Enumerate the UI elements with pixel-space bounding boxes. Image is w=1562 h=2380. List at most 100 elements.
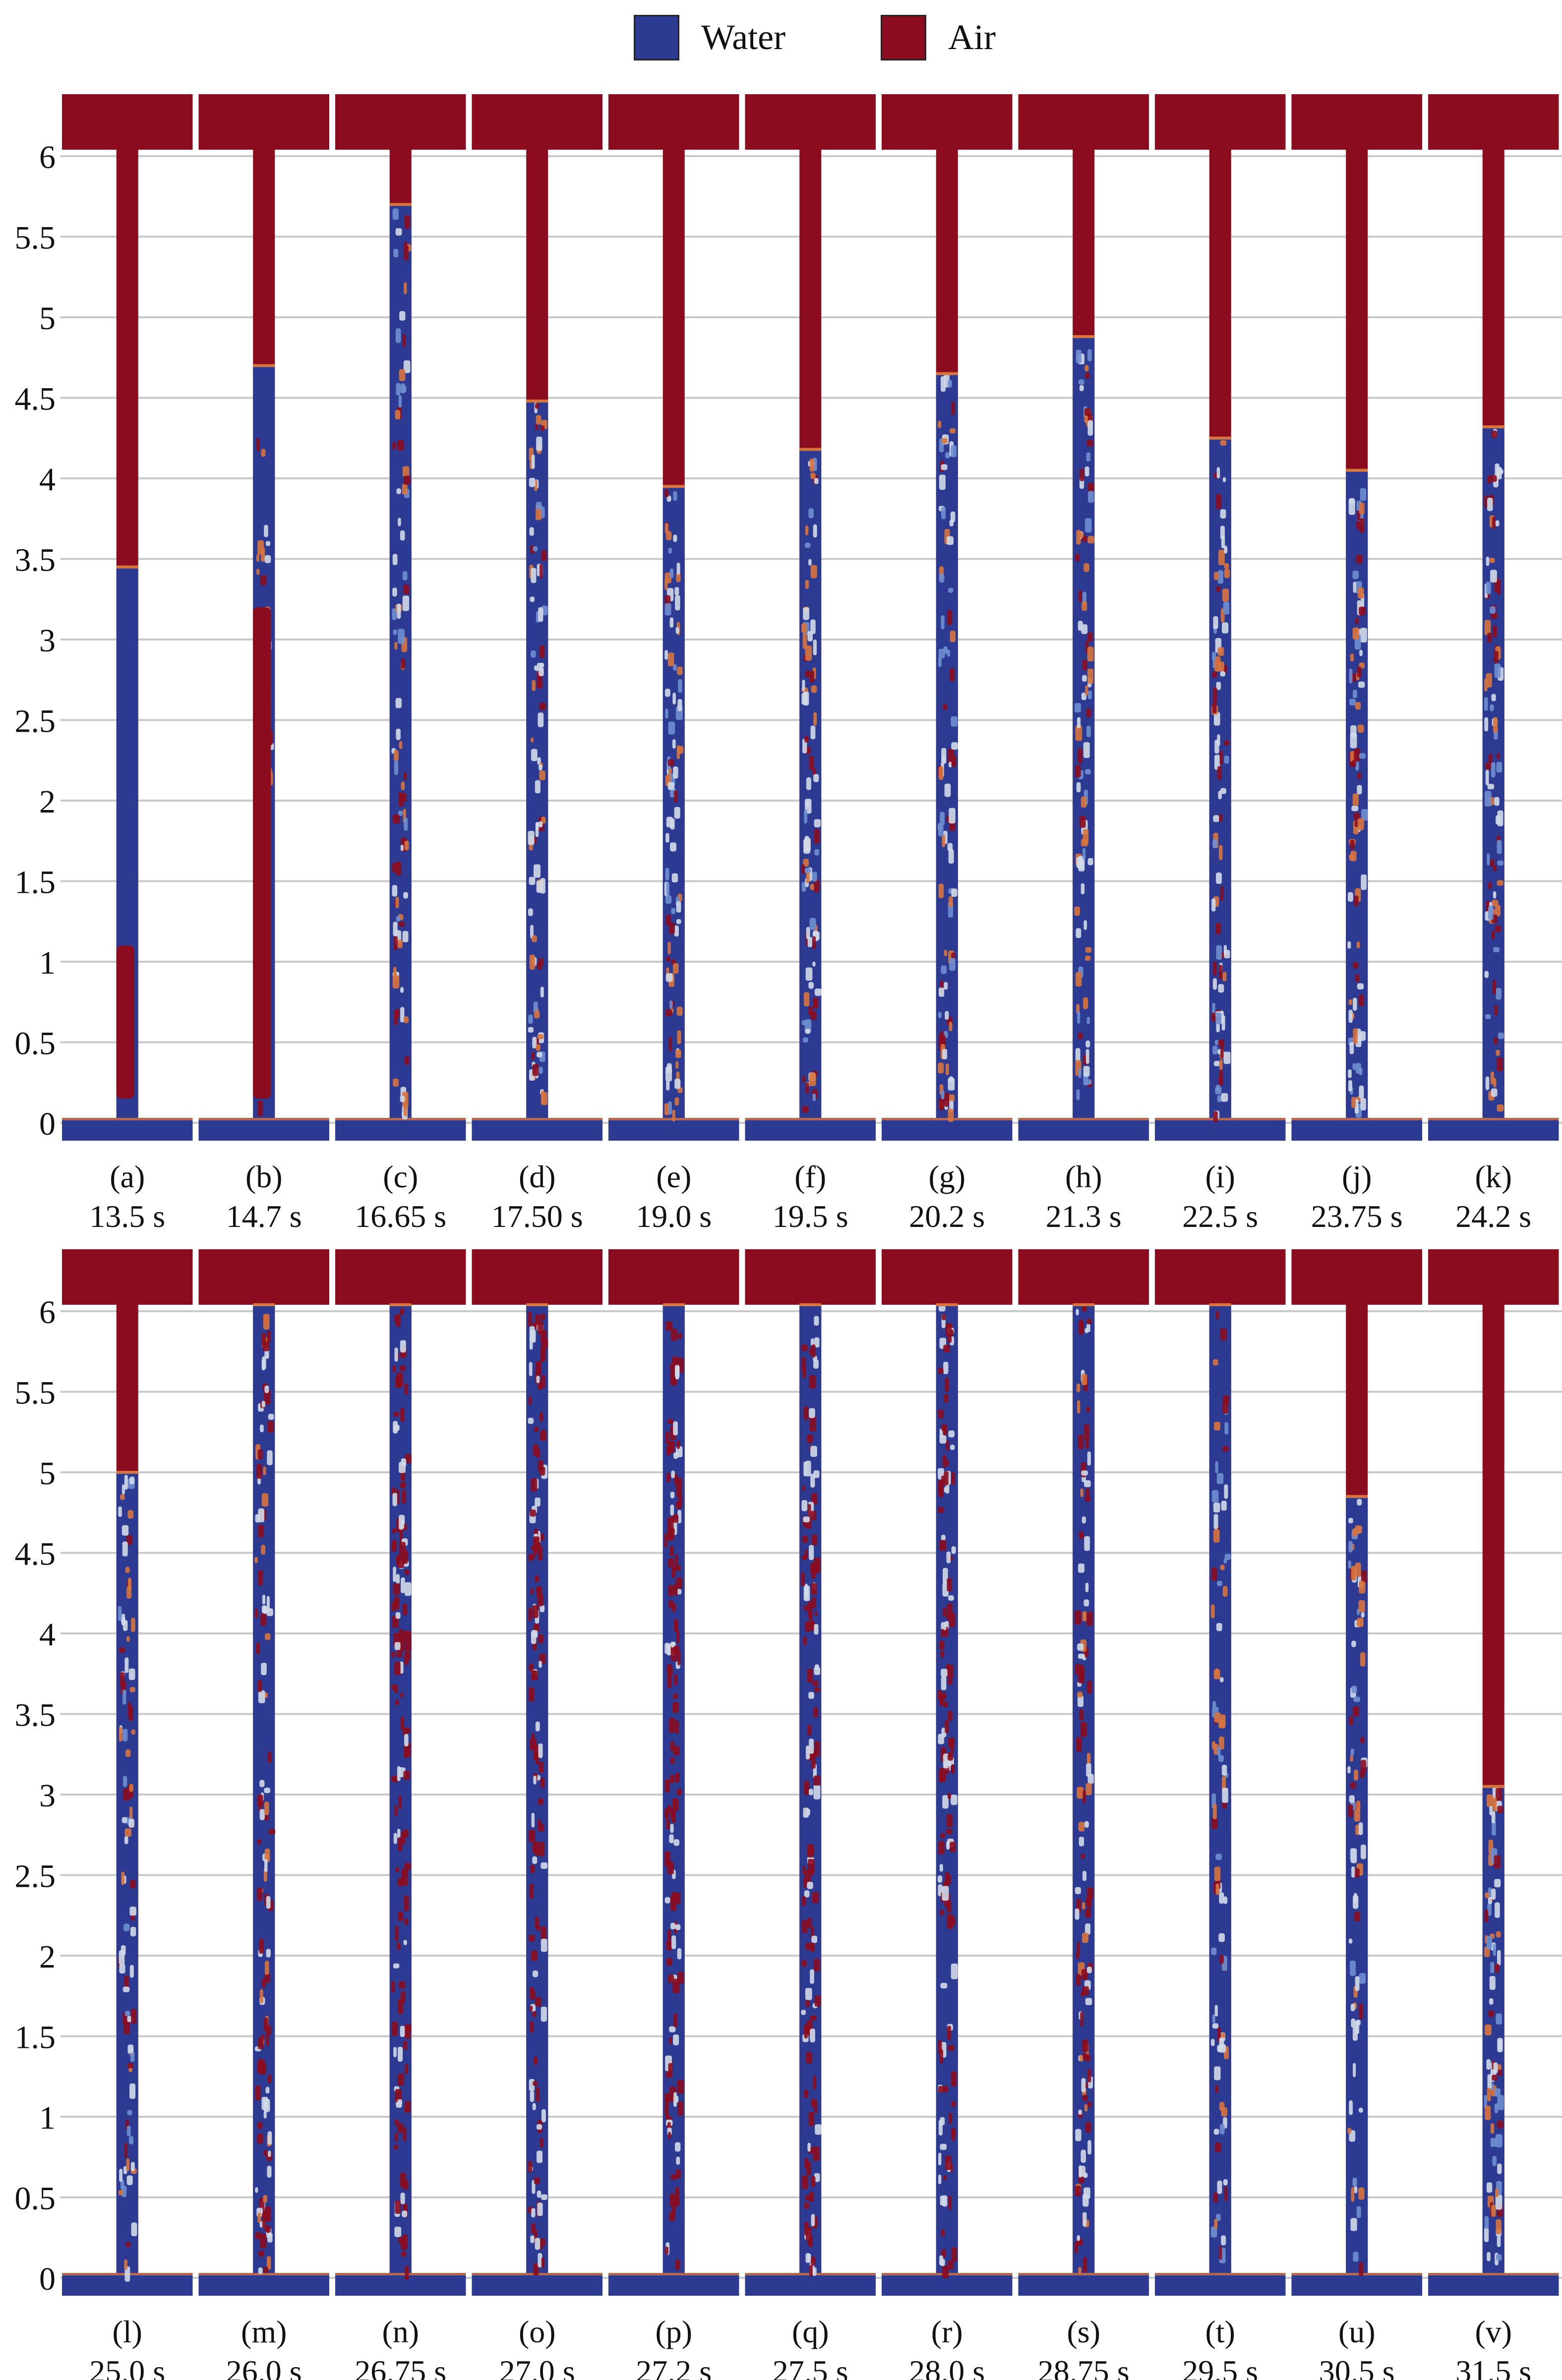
mixing-blob: [949, 958, 956, 971]
mixing-blob: [951, 888, 958, 897]
mixing-blob: [801, 864, 805, 874]
mixing-blob: [668, 1668, 673, 1676]
mixing-blob: [118, 1506, 122, 1517]
mixing-blob: [1081, 883, 1085, 895]
mixing-blob: [1087, 668, 1094, 684]
mixing-blob: [942, 1795, 949, 1809]
mixing-blob: [1086, 1319, 1092, 1325]
mixing-blob: [805, 670, 810, 678]
mixing-blob: [396, 383, 401, 396]
mixing-blob: [402, 930, 409, 942]
mixing-blob: [1360, 1844, 1366, 1859]
mixing-blob: [398, 518, 401, 526]
mixing-blob: [528, 1554, 536, 1560]
mixing-blob: [1082, 1986, 1089, 1996]
mixing-blob: [673, 664, 677, 671]
mixing-blob: [1216, 2213, 1221, 2221]
mixing-blob: [395, 697, 402, 708]
mixing-blob: [1492, 2155, 1497, 2166]
mixing-blob: [1349, 1795, 1355, 1803]
mixing-blob: [1485, 769, 1489, 786]
frame-f: (f)19.5 s: [745, 94, 876, 1229]
mixing-blob: [814, 1687, 820, 1693]
mixing-blob: [1353, 962, 1359, 969]
mixing-blob: [265, 541, 271, 546]
mixing-blob: [129, 1476, 135, 1485]
mixing-blob: [1357, 785, 1362, 795]
mixing-blob: [536, 436, 542, 451]
mixing-blob: [1487, 2088, 1491, 2101]
mixing-blob: [1351, 1566, 1356, 1581]
mixing-blob: [122, 1986, 130, 1992]
mixing-blob: [1350, 1960, 1356, 1976]
mixing-blob: [1216, 872, 1222, 884]
y-tick-label: 4.5: [15, 381, 56, 417]
mixing-blob: [541, 1862, 547, 1869]
mixing-blob: [395, 1867, 400, 1872]
mixing-blob: [668, 1558, 674, 1567]
mixing-blob: [394, 1010, 398, 1026]
mixing-blob: [405, 2265, 409, 2280]
mixing-blob: [1075, 2129, 1081, 2142]
mixing-blob: [397, 939, 403, 948]
mixing-blob: [1076, 857, 1082, 869]
mixing-blob: [814, 1741, 820, 1757]
mixing-blob: [1076, 529, 1081, 545]
mixing-blob: [675, 1773, 680, 1783]
mixing-blob: [1349, 2100, 1353, 2115]
air-pocket: [253, 607, 271, 1099]
mixing-blob: [672, 1109, 675, 1122]
mixing-blob: [809, 1545, 814, 1561]
mixing-blob: [1353, 690, 1357, 698]
mixing-blob: [1078, 2109, 1082, 2115]
mixing-blob: [801, 1344, 808, 1351]
mixing-blob: [1086, 1016, 1090, 1025]
mixing-blob: [1484, 1909, 1489, 1922]
mixing-blob: [127, 2063, 133, 2069]
mixing-blob: [949, 2113, 953, 2124]
mixing-blob: [1084, 365, 1089, 372]
mixing-blob: [939, 1698, 944, 1706]
pipe-interface: [389, 203, 412, 206]
mixing-blob: [801, 2010, 806, 2015]
mixing-blob: [1489, 1975, 1496, 1990]
mixing-blob: [533, 1001, 538, 1013]
mixing-blob: [541, 2257, 545, 2268]
mixing-blob: [677, 666, 683, 675]
mixing-blob: [401, 1577, 405, 1593]
mixing-blob: [941, 1676, 947, 1690]
mixing-blob: [664, 2104, 669, 2116]
mixing-blob: [396, 1574, 400, 1584]
bottom-tank: [472, 1118, 602, 1141]
mixing-blob: [1086, 1752, 1091, 1765]
mixing-blob: [812, 936, 816, 949]
mixing-blob: [664, 522, 669, 534]
mixing-blob: [534, 1427, 539, 1432]
mixing-blob: [1495, 2194, 1502, 2210]
frame-time: 27.5 s: [773, 2354, 848, 2380]
mixing-blob: [1083, 997, 1088, 1009]
mixing-blob: [401, 1518, 405, 1529]
mixing-blob: [401, 1831, 406, 1845]
mixing-blob: [1220, 509, 1226, 519]
bottom-tank: [1428, 1118, 1559, 1141]
mixing-blob: [1347, 1766, 1351, 1774]
mixing-blob: [675, 1061, 679, 1069]
y-tick-label: 4.5: [15, 1536, 56, 1572]
mixing-blob: [673, 2034, 679, 2045]
mixing-blob: [531, 749, 538, 761]
mixing-blob: [537, 1321, 543, 1335]
mixing-blob: [814, 1558, 821, 1572]
mixing-blob: [809, 1789, 813, 1796]
mixing-blob: [529, 876, 536, 885]
mixing-blob: [1217, 1095, 1222, 1103]
mixing-blob: [669, 1441, 675, 1448]
mixing-blob: [1223, 1896, 1228, 1904]
frame-time: 23.75 s: [1311, 1199, 1403, 1229]
mixing-blob: [124, 2259, 127, 2270]
mixing-blob: [948, 2196, 952, 2210]
mixing-blob: [1223, 2179, 1228, 2186]
mixing-blob: [1218, 570, 1224, 584]
mixing-blob: [1077, 1787, 1084, 1799]
mixing-blob: [1493, 717, 1498, 733]
